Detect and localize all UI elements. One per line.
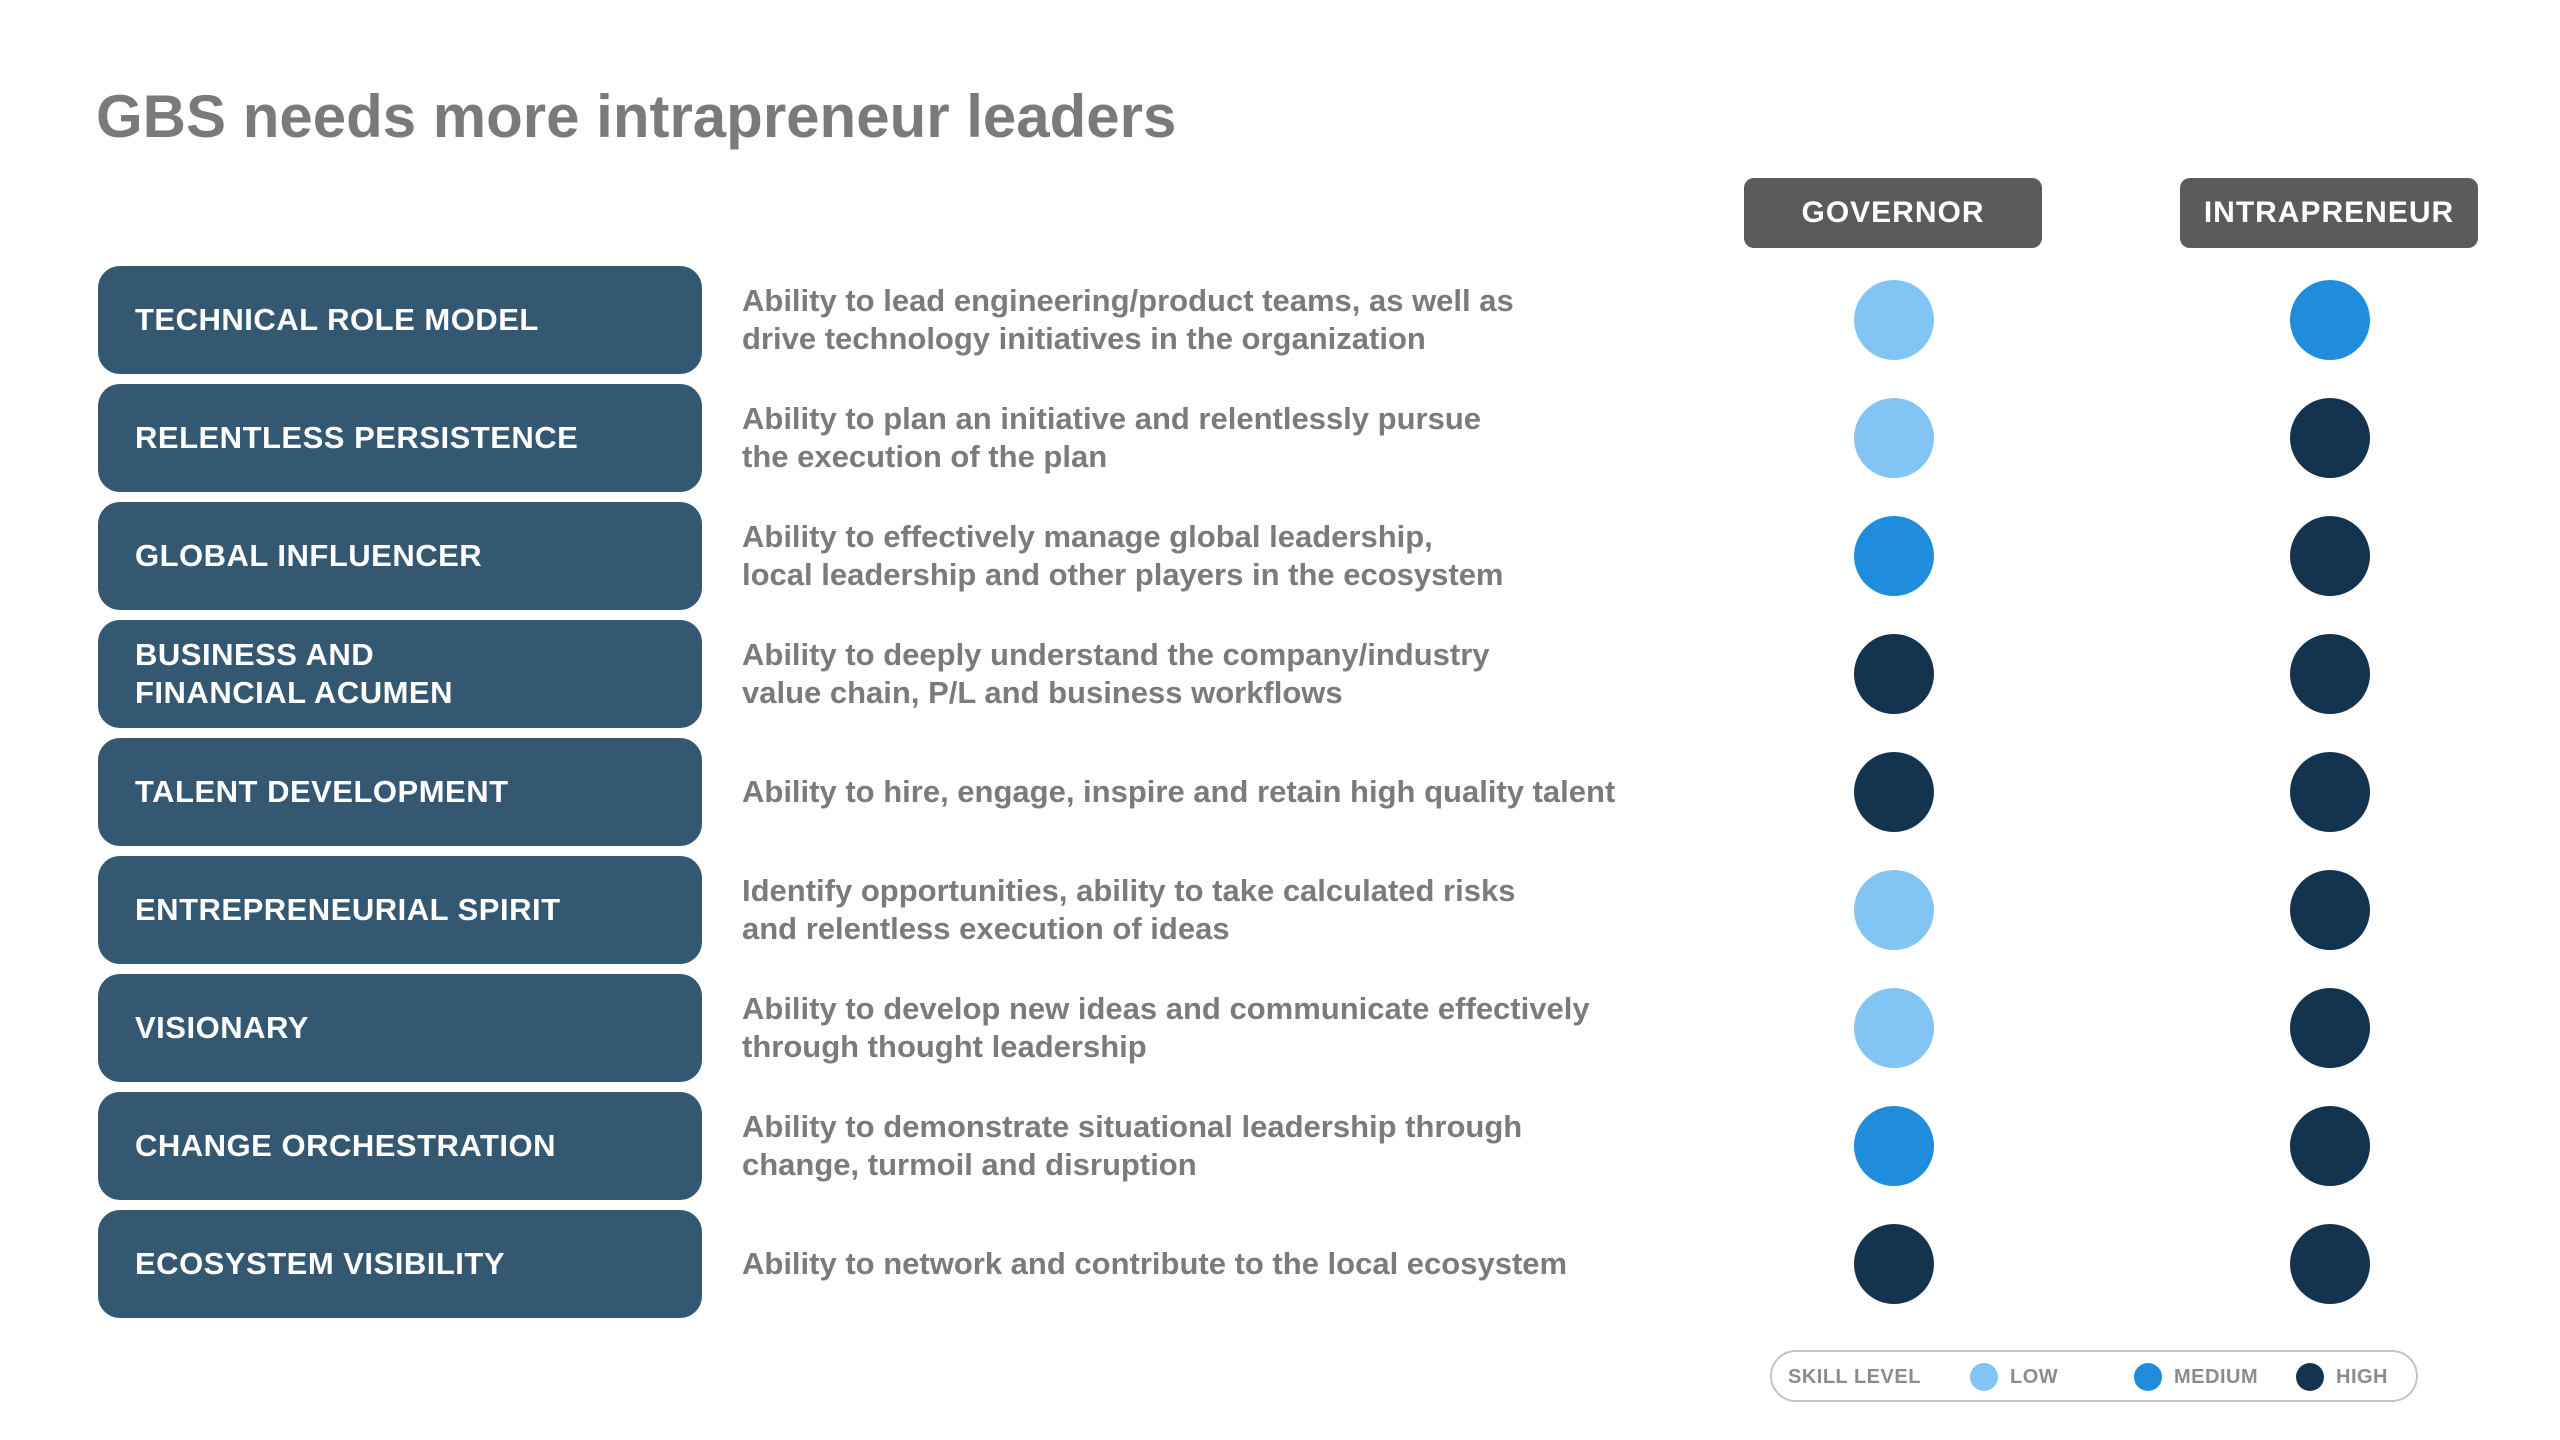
skill-description: Ability to plan an initiative and relent… — [742, 401, 1482, 474]
skill-name-pill: VISIONARY — [98, 974, 702, 1082]
skill-row: RELENTLESS PERSISTENCE Ability to plan an… — [0, 384, 2560, 492]
skill-description: Ability to network and contribute to the… — [742, 1246, 1568, 1281]
skill-description: Ability to hire, engage, inspire and ret… — [742, 774, 1616, 809]
intrapreneur-skill-level-dot — [2290, 634, 2370, 714]
skill-name-pill: ENTREPRENEURIAL SPIRIT — [98, 856, 702, 964]
intrapreneur-skill-level-dot — [2290, 280, 2370, 360]
skill-row: ECOSYSTEM VISIBILITY Ability to network a… — [0, 1210, 2560, 1318]
skill-name-pill: TALENT DEVELOPMENT — [98, 738, 702, 846]
column-header-intrapreneur: INTRAPRENEUR — [2180, 178, 2478, 248]
legend-high-dot — [2296, 1363, 2324, 1391]
skill-description: Identify opportunities, ability to take … — [742, 873, 1516, 946]
governor-skill-level-dot — [1854, 988, 1934, 1068]
intrapreneur-skill-level-dot — [2290, 870, 2370, 950]
skill-description: Ability to effectively manage global lea… — [742, 519, 1504, 592]
intrapreneur-skill-level-dot — [2290, 398, 2370, 478]
legend-low-dot — [1970, 1363, 1998, 1391]
skill-row: ENTREPRENEURIAL SPIRIT Identify opportuni… — [0, 856, 2560, 964]
governor-skill-level-dot — [1854, 870, 1934, 950]
intrapreneur-skill-level-dot — [2290, 516, 2370, 596]
skill-description: Ability to deeply understand the company… — [742, 637, 1490, 710]
skill-row: BUSINESS AND FINANCIAL ACUMEN Ability to … — [0, 620, 2560, 728]
intrapreneur-skill-level-dot — [2290, 988, 2370, 1068]
skill-name-pill: CHANGE ORCHESTRATION — [98, 1092, 702, 1200]
skill-name-pill: RELENTLESS PERSISTENCE — [98, 384, 702, 492]
legend-medium-dot — [2134, 1363, 2162, 1391]
skill-level-legend: SKILL LEVEL LOW MEDIUM HIGH — [1770, 1350, 2418, 1402]
skill-description: Ability to demonstrate situational leade… — [742, 1109, 1523, 1182]
governor-skill-level-dot — [1854, 280, 1934, 360]
legend-low-label: LOW — [2010, 1366, 2059, 1388]
skill-row: GLOBAL INFLUENCER Ability to effectively … — [0, 502, 2560, 610]
governor-skill-level-dot — [1854, 1106, 1934, 1186]
column-header-governor: GOVERNOR — [1744, 178, 2042, 248]
skill-description: Ability to develop new ideas and communi… — [742, 991, 1590, 1064]
governor-skill-level-dot — [1854, 1224, 1934, 1304]
intrapreneur-skill-level-dot — [2290, 1106, 2370, 1186]
legend-title: SKILL LEVEL — [1788, 1366, 1921, 1388]
governor-skill-level-dot — [1854, 516, 1934, 596]
skill-name-pill: BUSINESS AND FINANCIAL ACUMEN — [98, 620, 702, 728]
governor-skill-level-dot — [1854, 634, 1934, 714]
skill-row: TALENT DEVELOPMENT Ability to hire, engag… — [0, 738, 2560, 846]
legend-high-label: HIGH — [2336, 1366, 2388, 1388]
governor-skill-level-dot — [1854, 752, 1934, 832]
skill-row: VISIONARY Ability to develop new ideas an… — [0, 974, 2560, 1082]
skill-name-pill: ECOSYSTEM VISIBILITY — [98, 1210, 702, 1318]
intrapreneur-skill-level-dot — [2290, 752, 2370, 832]
page-title: GBS needs more intrapreneur leaders — [96, 83, 1177, 150]
skill-name-pill: GLOBAL INFLUENCER — [98, 502, 702, 610]
skill-row: TECHNICAL ROLE MODEL Ability to lead engi… — [0, 266, 2560, 374]
skill-row: CHANGE ORCHESTRATION Ability to demonstra… — [0, 1092, 2560, 1200]
skill-name-pill: TECHNICAL ROLE MODEL — [98, 266, 702, 374]
skill-description: Ability to lead engineering/product team… — [742, 283, 1514, 356]
legend-medium-label: MEDIUM — [2174, 1366, 2259, 1388]
governor-skill-level-dot — [1854, 398, 1934, 478]
intrapreneur-skill-level-dot — [2290, 1224, 2370, 1304]
